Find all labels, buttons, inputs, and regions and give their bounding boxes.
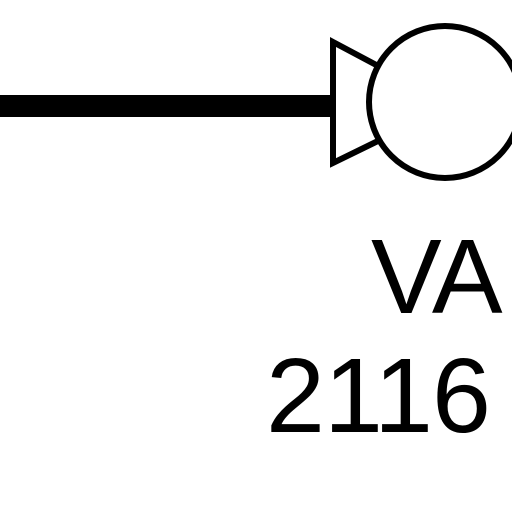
tag-label-line-2: 2116: [266, 337, 491, 455]
pipe-line: [0, 95, 334, 117]
actuator-circle-icon: [366, 23, 512, 181]
tag-label-line-1: VA: [371, 218, 503, 336]
